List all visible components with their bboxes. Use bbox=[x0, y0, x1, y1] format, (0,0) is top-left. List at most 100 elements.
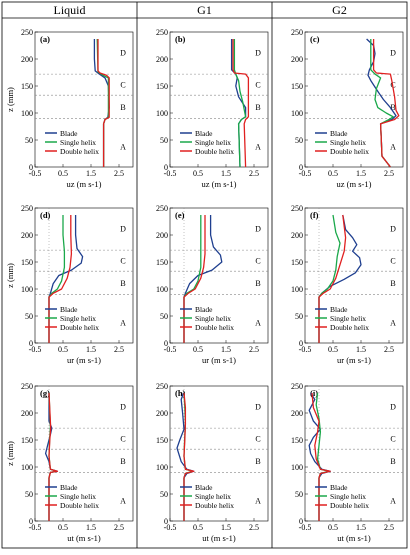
y-tick-label: 150 bbox=[156, 258, 168, 267]
x-axis-label: uz (m s-1) bbox=[67, 179, 102, 189]
y-tick-label: 50 bbox=[160, 136, 168, 145]
y-tick-label: 250 bbox=[291, 382, 303, 391]
y-tick-label: 100 bbox=[156, 285, 168, 294]
region-label: D bbox=[390, 403, 396, 412]
region-label: B bbox=[255, 279, 260, 288]
legend-entry: Blade bbox=[60, 129, 78, 138]
x-tick-label: 1.5 bbox=[221, 169, 231, 178]
region-label: A bbox=[255, 318, 261, 327]
y-tick-label: 150 bbox=[21, 82, 33, 91]
legend-entry: Single helix bbox=[195, 492, 231, 501]
region-label: B bbox=[120, 457, 125, 466]
region-label: D bbox=[255, 225, 261, 234]
region-label: A bbox=[255, 142, 261, 151]
x-tick-label: -0.5 bbox=[29, 523, 42, 532]
x-axis-label: ut (m s-1) bbox=[67, 533, 101, 543]
x-tick-label: 2.5 bbox=[114, 345, 124, 354]
region-label: B bbox=[120, 103, 125, 112]
x-tick-label: 0.5 bbox=[58, 523, 68, 532]
y-tick-label: 100 bbox=[21, 109, 33, 118]
region-label: B bbox=[390, 279, 395, 288]
legend-entry: Double helix bbox=[330, 323, 369, 332]
region-label: A bbox=[390, 142, 396, 151]
legend-entry: Double helix bbox=[195, 147, 234, 156]
x-tick-label: -0.5 bbox=[164, 169, 177, 178]
plot-area bbox=[304, 31, 404, 168]
column-header: G1 bbox=[197, 3, 212, 17]
x-tick-label: -0.5 bbox=[29, 345, 42, 354]
panel-label: (a) bbox=[40, 34, 50, 44]
chart-panel: A B C D 0 50 100 150 200 250 -0.5 0.5 1.5 2.5 (b) uz (m… bbox=[156, 28, 269, 189]
series-line bbox=[232, 39, 250, 168]
legend-entry: Blade bbox=[195, 305, 213, 314]
y-tick-label: 250 bbox=[291, 28, 303, 37]
column-header: G2 bbox=[332, 3, 347, 17]
x-tick-label: 0.5 bbox=[193, 345, 203, 354]
legend-entry: Double helix bbox=[330, 501, 369, 510]
panel-label: (b) bbox=[175, 34, 186, 44]
x-tick-label: -0.5 bbox=[164, 345, 177, 354]
x-tick-label: -0.5 bbox=[299, 345, 312, 354]
y-tick-label: 150 bbox=[21, 258, 33, 267]
legend-entry: Single helix bbox=[330, 314, 366, 323]
y-tick-label: 50 bbox=[160, 312, 168, 321]
x-tick-label: 0.5 bbox=[58, 345, 68, 354]
y-tick-label: 200 bbox=[291, 231, 303, 240]
x-tick-label: 1.5 bbox=[86, 345, 96, 354]
y-tick-label: 100 bbox=[156, 463, 168, 472]
series-line bbox=[48, 215, 73, 343]
legend-entry: Blade bbox=[330, 305, 348, 314]
panel-label: (c) bbox=[310, 34, 320, 44]
series-line bbox=[183, 215, 206, 343]
y-tick-label: 50 bbox=[160, 490, 168, 499]
x-tick-label: 1.5 bbox=[221, 523, 231, 532]
y-tick-label: 50 bbox=[295, 136, 303, 145]
series-line bbox=[315, 392, 330, 521]
series-line bbox=[183, 392, 195, 521]
legend-entry: Single helix bbox=[330, 492, 366, 501]
region-label: C bbox=[255, 257, 260, 266]
legend-entry: Single helix bbox=[60, 314, 96, 323]
series-line bbox=[97, 39, 110, 167]
y-tick-label: 100 bbox=[156, 109, 168, 118]
region-label: D bbox=[120, 49, 126, 58]
y-tick-label: 250 bbox=[21, 28, 33, 37]
y-tick-label: 100 bbox=[291, 109, 303, 118]
y-tick-label: 0 bbox=[164, 517, 168, 526]
x-axis-label: ur (m s-1) bbox=[202, 355, 236, 365]
y-tick-label: 0 bbox=[299, 163, 303, 172]
region-label: C bbox=[390, 257, 395, 266]
y-tick-label: 50 bbox=[295, 490, 303, 499]
y-tick-label: 200 bbox=[21, 55, 33, 64]
legend-entry: Single helix bbox=[330, 138, 366, 147]
y-tick-label: 0 bbox=[29, 339, 33, 348]
region-label: C bbox=[120, 81, 125, 90]
region-label: D bbox=[390, 49, 396, 58]
plot-area bbox=[34, 31, 134, 168]
series-line bbox=[372, 39, 400, 168]
region-label: C bbox=[120, 435, 125, 444]
y-tick-label: 200 bbox=[156, 231, 168, 240]
y-tick-label: 200 bbox=[291, 55, 303, 64]
plot-area bbox=[304, 385, 404, 522]
x-tick-label: 0.5 bbox=[58, 169, 68, 178]
x-tick-label: -0.5 bbox=[299, 169, 312, 178]
y-tick-label: 200 bbox=[156, 55, 168, 64]
y-tick-label: 50 bbox=[25, 136, 33, 145]
series-line bbox=[176, 392, 195, 521]
region-label: D bbox=[255, 49, 261, 58]
region-label: C bbox=[255, 81, 260, 90]
chart-panel: A B C D 0 50 100 150 200 250 -0.5 0.5 1.5 2.5 (f) ur (m… bbox=[291, 204, 404, 365]
plot-area bbox=[304, 207, 404, 344]
y-tick-label: 250 bbox=[156, 382, 168, 391]
panel-label: (i) bbox=[310, 388, 318, 398]
region-label: B bbox=[255, 457, 260, 466]
series-line bbox=[48, 392, 59, 521]
legend-entry: Double helix bbox=[60, 323, 99, 332]
plot-area bbox=[34, 207, 134, 344]
region-label: C bbox=[120, 257, 125, 266]
legend-entry: Blade bbox=[60, 483, 78, 492]
